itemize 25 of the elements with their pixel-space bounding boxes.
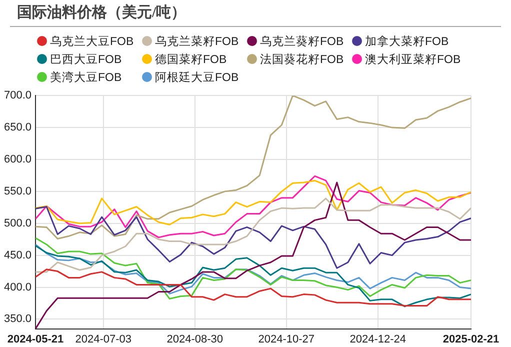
x-tick-label: 2024-08-30 — [166, 333, 224, 346]
y-tick-label: 500.0 — [4, 217, 32, 230]
x-tick-label: 2024-05-21 — [7, 333, 64, 346]
y-tick-label: 400.0 — [4, 281, 32, 294]
x-tick-label: 2024-07-03 — [75, 333, 132, 346]
y-tick-label: 700.0 — [4, 90, 32, 102]
legend-label: 乌克兰葵籽FOB — [260, 34, 344, 48]
chart-title: 国际油料价格（美元/吨） — [16, 2, 188, 23]
x-tick-label: 2024-10-27 — [258, 333, 315, 346]
legend-label: 法国葵花籽FOB — [260, 52, 344, 66]
legend-label: 乌克兰大豆FOB — [50, 34, 134, 48]
y-tick-label: 600.0 — [4, 154, 32, 166]
legend-label: 阿根廷大豆FOB — [155, 70, 239, 84]
legend-label: 乌克兰菜籽FOB — [155, 34, 239, 48]
legend-label: 加拿大菜籽FOB — [365, 34, 449, 48]
y-tick-label: 350.0 — [4, 313, 32, 326]
y-tick-label: 450.0 — [4, 249, 32, 262]
legend-label: 美湾大豆FOB — [50, 70, 122, 84]
legend-label: 巴西大豆FOB — [50, 52, 122, 66]
y-tick-label: 550.0 — [4, 185, 32, 198]
x-tick-label: 2025-02-21 — [442, 333, 500, 346]
y-tick-label: 650.0 — [4, 122, 32, 134]
legend-label: 澳大利亚菜籽FOB — [365, 52, 461, 66]
legend-label: 德国菜籽FOB — [155, 52, 227, 66]
x-tick-label: 2024-12-24 — [350, 333, 406, 346]
